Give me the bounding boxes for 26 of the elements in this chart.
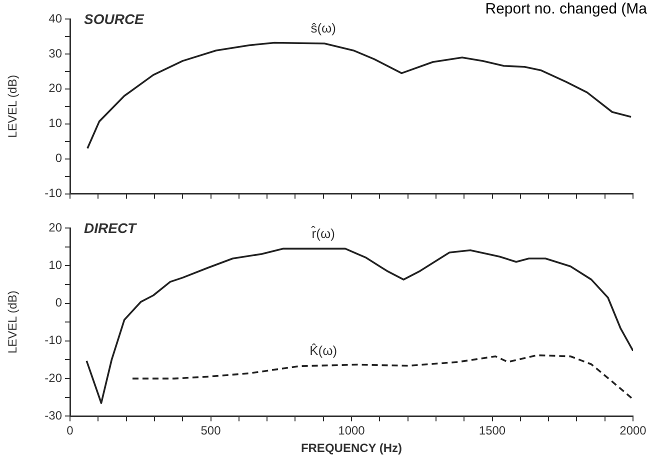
series-label: r̂(ω) — [310, 225, 335, 241]
y-tick-label: -20 — [44, 370, 62, 385]
chart-title: DIRECT — [84, 220, 138, 236]
y-tick-label: 0 — [55, 296, 62, 310]
x-tick-label: 1500 — [478, 424, 506, 438]
y-axis-title: LEVEL (dB) — [6, 74, 20, 138]
y-tick-label: 10 — [48, 116, 62, 130]
x-axis-title: FREQUENCY (Hz) — [300, 441, 402, 456]
y-tick-label: 0 — [55, 151, 62, 166]
y-tick-label: 20 — [48, 81, 62, 96]
x-tick-label: 0 — [66, 424, 74, 438]
y-tick-label: -10 — [44, 333, 62, 348]
x-tick-label: 2000 — [620, 424, 647, 438]
y-tick-label: -10 — [44, 186, 62, 200]
y-tick-label: -30 — [44, 408, 62, 423]
text: Report no. changed (Ma — [485, 0, 648, 18]
y-tick-label: 20 — [48, 220, 62, 234]
y-tick-label: 40 — [48, 11, 62, 26]
y-axis-title: LEVEL (dB) — [6, 290, 20, 354]
series-label: K̂(ω) — [310, 343, 338, 358]
y-tick-label: 30 — [48, 46, 62, 60]
x-tick-label: 500 — [200, 424, 222, 438]
x-tick-label: 1000 — [338, 424, 366, 438]
series-label: ŝ(ω) — [310, 20, 336, 36]
chart-title: SOURCE — [84, 10, 145, 27]
y-tick-label: 10 — [48, 258, 62, 272]
